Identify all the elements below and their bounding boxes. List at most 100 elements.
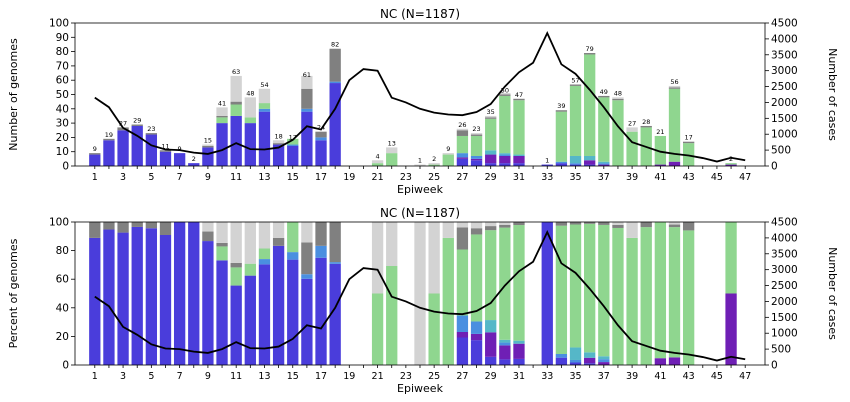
bar-segment xyxy=(258,259,271,265)
bar-segment xyxy=(230,115,242,166)
bar-segment xyxy=(89,222,101,238)
bar-segment xyxy=(329,81,341,84)
bar-segment xyxy=(202,231,214,242)
y-tick-label: 20 xyxy=(56,132,69,144)
y2-tick-label: 1500 xyxy=(771,113,798,125)
y-tick-label: 40 xyxy=(56,103,69,115)
bar-segment xyxy=(499,342,511,346)
bar-segment xyxy=(725,164,737,166)
bar-segment xyxy=(386,222,398,266)
bar-segment xyxy=(230,285,242,365)
bar-segment xyxy=(287,222,299,253)
bar-segment xyxy=(598,164,610,166)
bar-segment xyxy=(485,356,497,365)
bar-segment xyxy=(287,145,299,166)
bar-total-label: 39 xyxy=(557,102,565,110)
bar-segment xyxy=(598,362,610,365)
x-tick-label: 5 xyxy=(148,172,154,183)
y2-tick-label: 0 xyxy=(771,161,778,173)
bar-total-label: 28 xyxy=(642,118,650,126)
bar-total-label: 9 xyxy=(446,145,450,153)
x-tick-label: 17 xyxy=(315,371,327,382)
y-axis-right: 0 500 1000 1500 2000 2500 3000 3500 4000 4500 xyxy=(765,217,798,372)
bar-segment xyxy=(103,222,115,230)
panel-percent: NC (N=1187) 0 20 40 60 80 100 0 500 1000 1500 200… xyxy=(7,206,839,395)
x-tick-label: 21 xyxy=(372,172,384,183)
x-tick-label: 43 xyxy=(683,371,695,382)
bar-segment xyxy=(159,151,172,166)
x-tick-label: 45 xyxy=(711,371,723,382)
x-tick-label: 45 xyxy=(711,172,723,183)
bar-segment xyxy=(414,164,426,166)
bar-segment xyxy=(598,163,610,165)
bar-segment xyxy=(470,133,483,135)
bar-segment xyxy=(456,332,469,338)
bar-segment xyxy=(188,163,200,166)
bar-segment xyxy=(584,54,596,156)
bar-segment xyxy=(654,222,667,359)
bar-segment xyxy=(470,222,483,229)
bar-segment xyxy=(272,143,285,145)
bar-segment xyxy=(315,140,327,166)
bar-total-label: 48 xyxy=(246,89,254,97)
x-axis: 1 3 5 7 9 11 13 15 17 19 21 23 25 27 29 31 33 35 37 39 41 43 4… xyxy=(92,166,751,183)
bar-segment xyxy=(315,222,327,246)
y-tick-label: 60 xyxy=(56,75,69,87)
bar-segment xyxy=(456,128,469,131)
bar-segment xyxy=(103,140,115,166)
bar-segment xyxy=(456,135,469,154)
y2-tick-label: 1000 xyxy=(771,129,798,141)
x-tick-label: 27 xyxy=(456,371,468,382)
bar-segment xyxy=(216,107,228,116)
bar-segment xyxy=(499,154,511,156)
bar-total-label: 63 xyxy=(232,68,240,76)
bar-total-label: 24 xyxy=(317,124,325,132)
bar-segment xyxy=(173,222,186,365)
bar-segment xyxy=(499,95,511,154)
bar-total-label: 27 xyxy=(119,119,127,127)
bar-total-label: 23 xyxy=(472,125,480,133)
x-tick-label: 19 xyxy=(343,172,355,183)
bar-segment xyxy=(428,293,440,365)
bar-segment xyxy=(485,150,497,155)
x-tick-label: 9 xyxy=(205,172,211,183)
bar-total-label: 1 xyxy=(418,157,422,165)
y2-tick-label: 4000 xyxy=(771,232,798,244)
bar-segment xyxy=(456,130,469,136)
bar-segment xyxy=(470,340,483,365)
y-axis-left: 0 10 20 30 40 50 60 70 80 90 100 xyxy=(49,18,75,173)
bar-total-label: 35 xyxy=(487,108,495,116)
bar-total-label: 18 xyxy=(274,132,282,140)
bar-segment xyxy=(555,357,568,365)
bar-segment xyxy=(584,222,596,224)
bar-segment xyxy=(470,228,483,235)
bar-segment xyxy=(89,154,101,166)
bar-segment xyxy=(216,222,228,243)
x-tick-label: 37 xyxy=(598,172,610,183)
bar-total-label: 17 xyxy=(685,134,693,142)
bar-total-label: 17 xyxy=(289,134,297,142)
bar-segment xyxy=(485,118,497,151)
bar-segment xyxy=(258,103,271,109)
bar-segment xyxy=(470,158,483,161)
bar-segment xyxy=(499,94,511,96)
x-tick-label: 23 xyxy=(400,172,412,183)
bar-segment xyxy=(598,359,610,363)
bar-segment xyxy=(315,137,327,141)
bar-segment xyxy=(456,337,469,365)
bar-segment xyxy=(258,222,271,249)
bar-segment xyxy=(188,222,200,365)
y2-tick-label: 1500 xyxy=(771,312,798,324)
bar-segment xyxy=(584,363,596,365)
bar-segment xyxy=(442,222,454,238)
chart-title: NC (N=1187) xyxy=(380,206,460,220)
bar-segment xyxy=(555,110,568,112)
x-tick-label: 35 xyxy=(569,172,581,183)
x-tick-label: 1 xyxy=(92,371,98,382)
bar-segment xyxy=(315,245,327,258)
bar-segment xyxy=(117,222,129,233)
bar-segment xyxy=(117,232,129,365)
bar-total-label: 47 xyxy=(515,91,523,99)
bar-segment xyxy=(89,153,101,155)
bar-segment xyxy=(202,147,214,166)
